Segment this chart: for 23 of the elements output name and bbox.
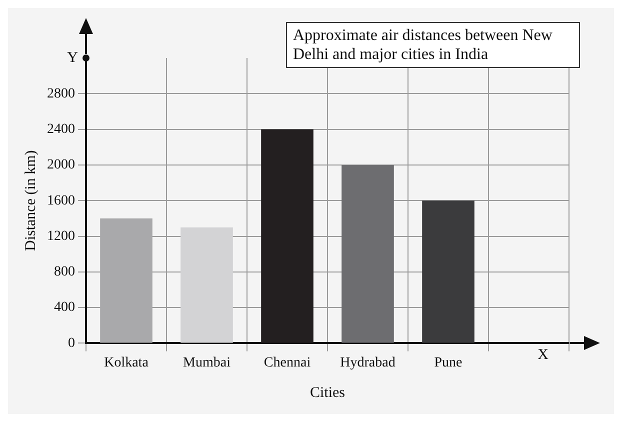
chart-title: Approximate air distances between New Delhi and major cities in India <box>286 22 580 68</box>
y-axis-title: Distance (in km) <box>22 150 39 252</box>
x-tick-label: Chennai <box>264 355 311 370</box>
text: X <box>538 347 549 364</box>
y-tick-label: 400 <box>54 300 75 316</box>
x-tick-label: Pune <box>434 355 462 370</box>
bar <box>100 218 152 343</box>
y-tick-label: 0 <box>68 336 75 351</box>
text: Y <box>67 50 78 66</box>
x-tick-label: Kolkata <box>104 355 150 370</box>
x-tick-label: Mumbai <box>183 355 231 370</box>
y-tick-label: 800 <box>54 264 75 280</box>
y-tick-label: 2800 <box>47 86 75 102</box>
y-tick-label: 1600 <box>47 193 75 208</box>
y-tick-label: 2400 <box>47 122 75 137</box>
bar <box>261 129 314 343</box>
bar <box>342 164 394 343</box>
x-tick-label: Hydrabad <box>340 355 396 370</box>
x-axis-title: Cities <box>310 384 346 401</box>
y-tick-label: 1200 <box>47 228 75 244</box>
bar <box>422 200 474 343</box>
y-tick-label: 2000 <box>47 158 75 173</box>
bar <box>180 227 233 343</box>
